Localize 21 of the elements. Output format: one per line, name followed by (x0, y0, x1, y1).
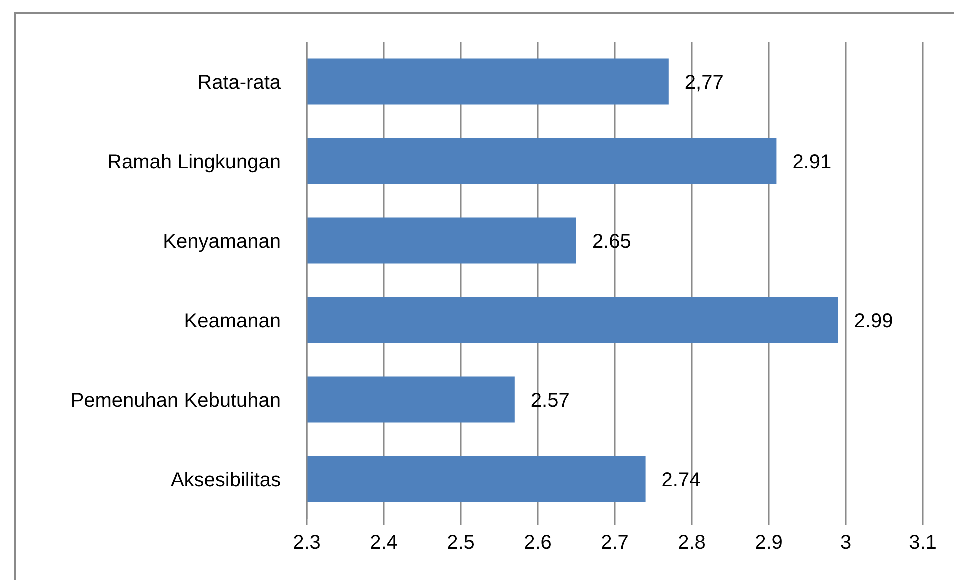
x-tick-label: 2.4 (370, 532, 398, 554)
y-tick-label: Keamanan (184, 310, 281, 332)
y-tick-label: Aksesibilitas (170, 469, 281, 492)
y-tick-label: Kenyamanan (163, 230, 281, 253)
x-tick-label: 3 (840, 532, 852, 554)
data-label: 2.65 (592, 230, 632, 253)
x-tick-label: 2.6 (524, 532, 552, 554)
x-tick-label: 2.9 (755, 532, 783, 554)
data-label: 2.99 (854, 310, 894, 332)
y-tick-label: Ramah Lingkungan (108, 151, 281, 174)
x-tick-label: 2.3 (293, 532, 321, 554)
y-tick-label: Rata-rata (198, 72, 282, 94)
x-tick-label: 2.7 (601, 532, 629, 554)
y-tick-label: Pemenuhan Kebutuhan (70, 390, 281, 412)
x-tick-label: 3.1 (909, 532, 937, 554)
data-label: 2.74 (662, 469, 701, 492)
data-label: 2,77 (684, 72, 724, 94)
data-label: 2.91 (792, 151, 832, 174)
x-tick-label: 2.5 (447, 532, 475, 554)
x-tick-label: 2.8 (678, 532, 706, 554)
data-label: 2.57 (530, 390, 570, 412)
